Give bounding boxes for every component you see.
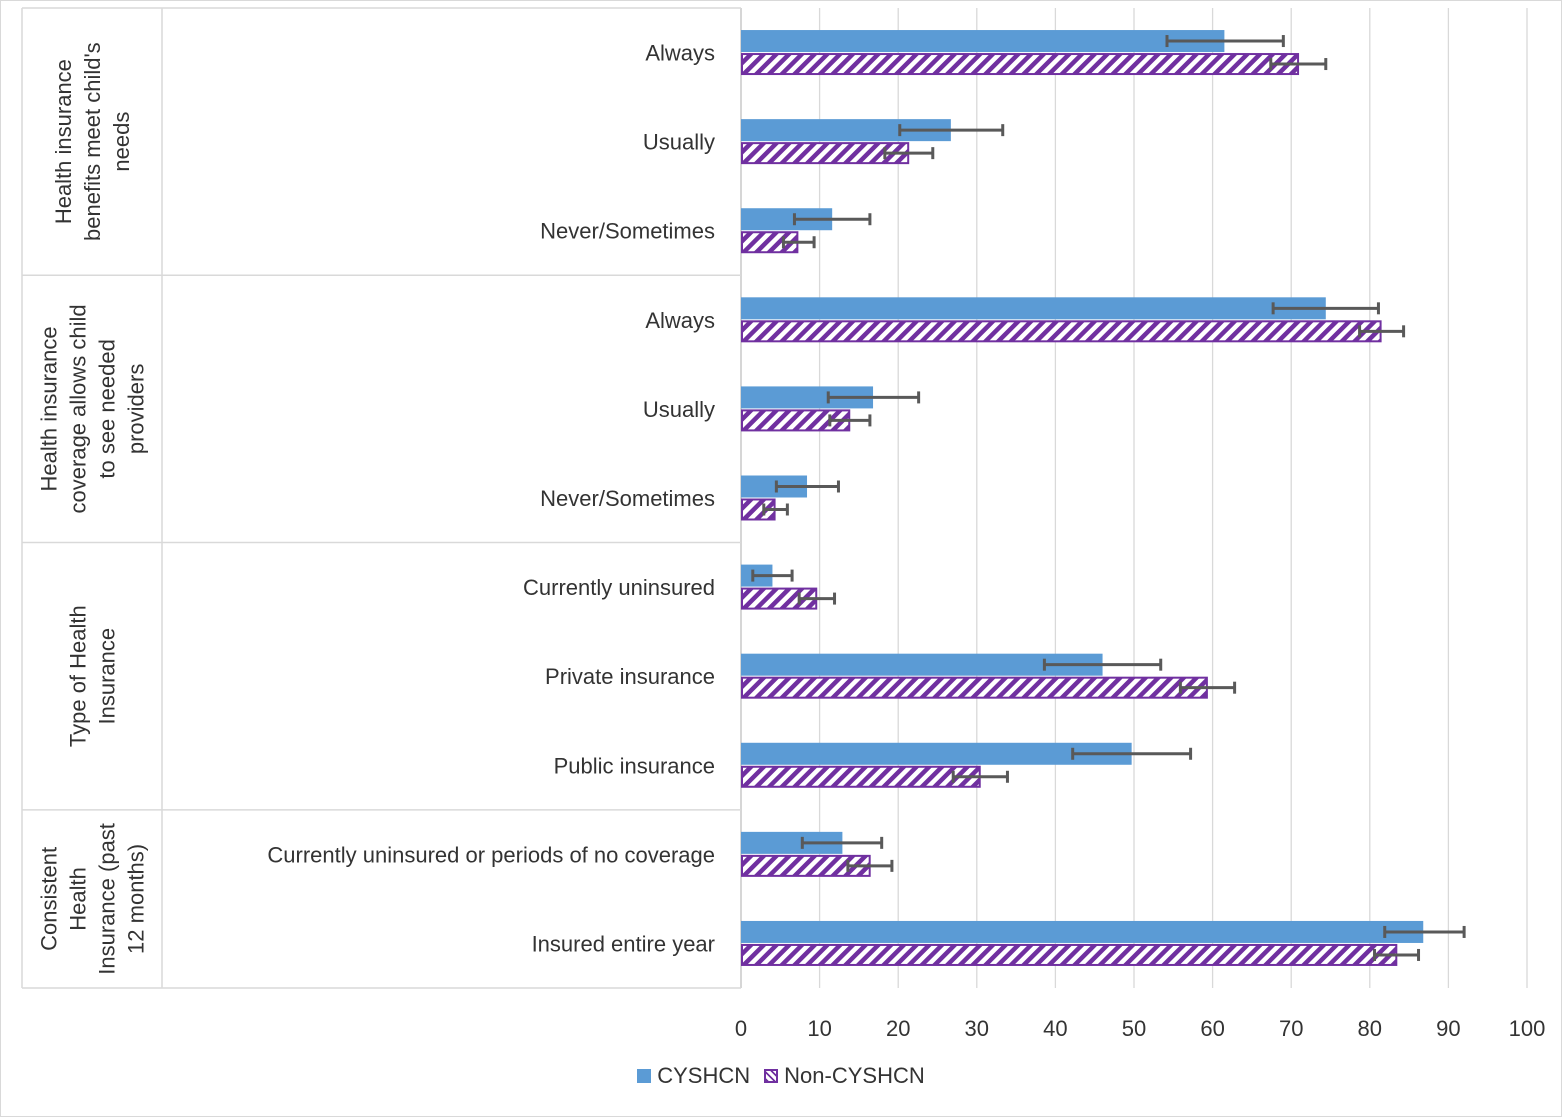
bar-non-cyshcn xyxy=(741,943,1398,966)
bar-cyshcn xyxy=(741,742,1132,765)
legend-label-non-cyshcn: Non-CYSHCN xyxy=(784,1063,925,1088)
error-bar-cyshcn xyxy=(1165,35,1285,48)
x-tick-label: 20 xyxy=(886,1016,910,1041)
error-bar-non-cyshcn xyxy=(951,770,1009,783)
error-bar-non-cyshcn xyxy=(828,414,872,427)
category-label: Usually xyxy=(643,397,715,422)
group-label-line: coverage allows child xyxy=(66,304,91,513)
group-label-line: benefits meet child's xyxy=(80,42,105,241)
x-tick-label: 100 xyxy=(1509,1016,1546,1041)
group-label: Type of Health Insurance xyxy=(66,605,120,747)
group-label-line: Health xyxy=(66,867,91,931)
bar-cyshcn xyxy=(741,831,843,854)
group-label-line: to see needed xyxy=(95,339,120,478)
error-bar-cyshcn xyxy=(1042,658,1163,671)
category-label: Currently uninsured xyxy=(523,575,715,600)
category-label: Private insurance xyxy=(545,664,715,689)
legend-label-cyshcn: CYSHCN xyxy=(657,1063,751,1088)
error-bar-cyshcn xyxy=(751,569,794,582)
legend-swatch-cyshcn xyxy=(637,1069,652,1083)
x-tick-label: 40 xyxy=(1043,1016,1067,1041)
group-label-line: Insurance (past xyxy=(95,823,120,975)
x-tick-label: 90 xyxy=(1436,1016,1460,1041)
x-tick-label: 60 xyxy=(1200,1016,1224,1041)
group-label-line: Insurance xyxy=(95,628,120,725)
error-bar-cyshcn xyxy=(1071,747,1193,760)
category-label: Usually xyxy=(643,130,715,155)
category-label: Never/Sometimes xyxy=(540,219,715,244)
bar-cyshcn xyxy=(741,208,833,231)
x-tick-label: 70 xyxy=(1279,1016,1303,1041)
error-bar-non-cyshcn xyxy=(1373,948,1421,961)
bars xyxy=(741,30,1424,966)
bar-non-cyshcn xyxy=(741,53,1300,76)
group-label-line: 12 months) xyxy=(124,844,149,954)
bar-cyshcn xyxy=(741,920,1424,943)
group-label: Consistent Health Insurance (past 12 months… xyxy=(37,823,149,975)
category-labels: Health insurance benefits meet child's nee… xyxy=(37,41,716,975)
group-label: Health insurance coverage allows child to … xyxy=(37,304,149,513)
bar-non-cyshcn xyxy=(741,320,1382,343)
error-bar-cyshcn xyxy=(1271,302,1380,315)
x-tick-label: 30 xyxy=(965,1016,989,1041)
error-bar-non-cyshcn xyxy=(1358,325,1406,338)
bar-cyshcn xyxy=(741,475,808,498)
group-label-line: Type of Health xyxy=(66,605,91,747)
error-bar-non-cyshcn xyxy=(1269,58,1328,71)
legend-swatch-non-cyshcn xyxy=(764,1069,779,1083)
group-label-line: Health insurance xyxy=(51,59,76,224)
category-label: Currently uninsured or periods of no cov… xyxy=(267,842,715,867)
x-tick-label: 80 xyxy=(1358,1016,1382,1041)
error-bar-cyshcn xyxy=(774,480,840,493)
legend-item-cyshcn: CYSHCN xyxy=(637,1063,750,1089)
x-tick-labels: 0 10 20 30 40 50 60 70 80 90 100 xyxy=(735,1016,1545,1041)
error-bar-cyshcn xyxy=(800,836,884,849)
error-bar-cyshcn xyxy=(792,213,872,226)
legend-item-non-cyshcn: Non-CYSHCN xyxy=(764,1063,925,1089)
category-label: Always xyxy=(645,41,715,66)
bar-cyshcn xyxy=(741,386,874,409)
error-bar-non-cyshcn xyxy=(1178,681,1237,694)
x-tick-label: 10 xyxy=(807,1016,831,1041)
bar-non-cyshcn xyxy=(741,676,1208,699)
error-bar-non-cyshcn xyxy=(762,503,789,516)
error-bar-cyshcn xyxy=(826,391,921,404)
error-bars xyxy=(751,35,1466,961)
category-label: Insured entire year xyxy=(532,931,715,956)
group-label-line: Consistent xyxy=(37,847,62,951)
error-bar-non-cyshcn xyxy=(797,592,837,605)
error-bar-cyshcn xyxy=(898,124,1005,137)
bar-cyshcn xyxy=(741,297,1326,320)
category-label: Always xyxy=(645,308,715,333)
category-label: Never/Sometimes xyxy=(540,486,715,511)
group-label-line: Health insurance xyxy=(37,326,62,491)
category-label: Public insurance xyxy=(554,753,715,778)
bar-non-cyshcn xyxy=(741,765,981,788)
x-tick-label: 0 xyxy=(735,1016,747,1041)
gridlines xyxy=(740,8,1528,988)
legend: CYSHCN Non-CYSHCN xyxy=(0,1060,1562,1092)
bar-cyshcn xyxy=(741,30,1225,53)
group-label: Health insurance benefits meet child's nee… xyxy=(51,42,134,241)
error-bar-non-cyshcn xyxy=(781,236,816,249)
bar-cyshcn xyxy=(741,653,1103,676)
error-bar-cyshcn xyxy=(1383,925,1466,938)
error-bar-non-cyshcn xyxy=(883,147,935,160)
error-bar-non-cyshcn xyxy=(846,859,894,872)
bar-non-cyshcn xyxy=(741,142,910,165)
category-frame xyxy=(21,7,741,989)
group-label-line: providers xyxy=(124,364,149,454)
x-tick-label: 50 xyxy=(1122,1016,1146,1041)
group-label-line: needs xyxy=(109,112,134,172)
